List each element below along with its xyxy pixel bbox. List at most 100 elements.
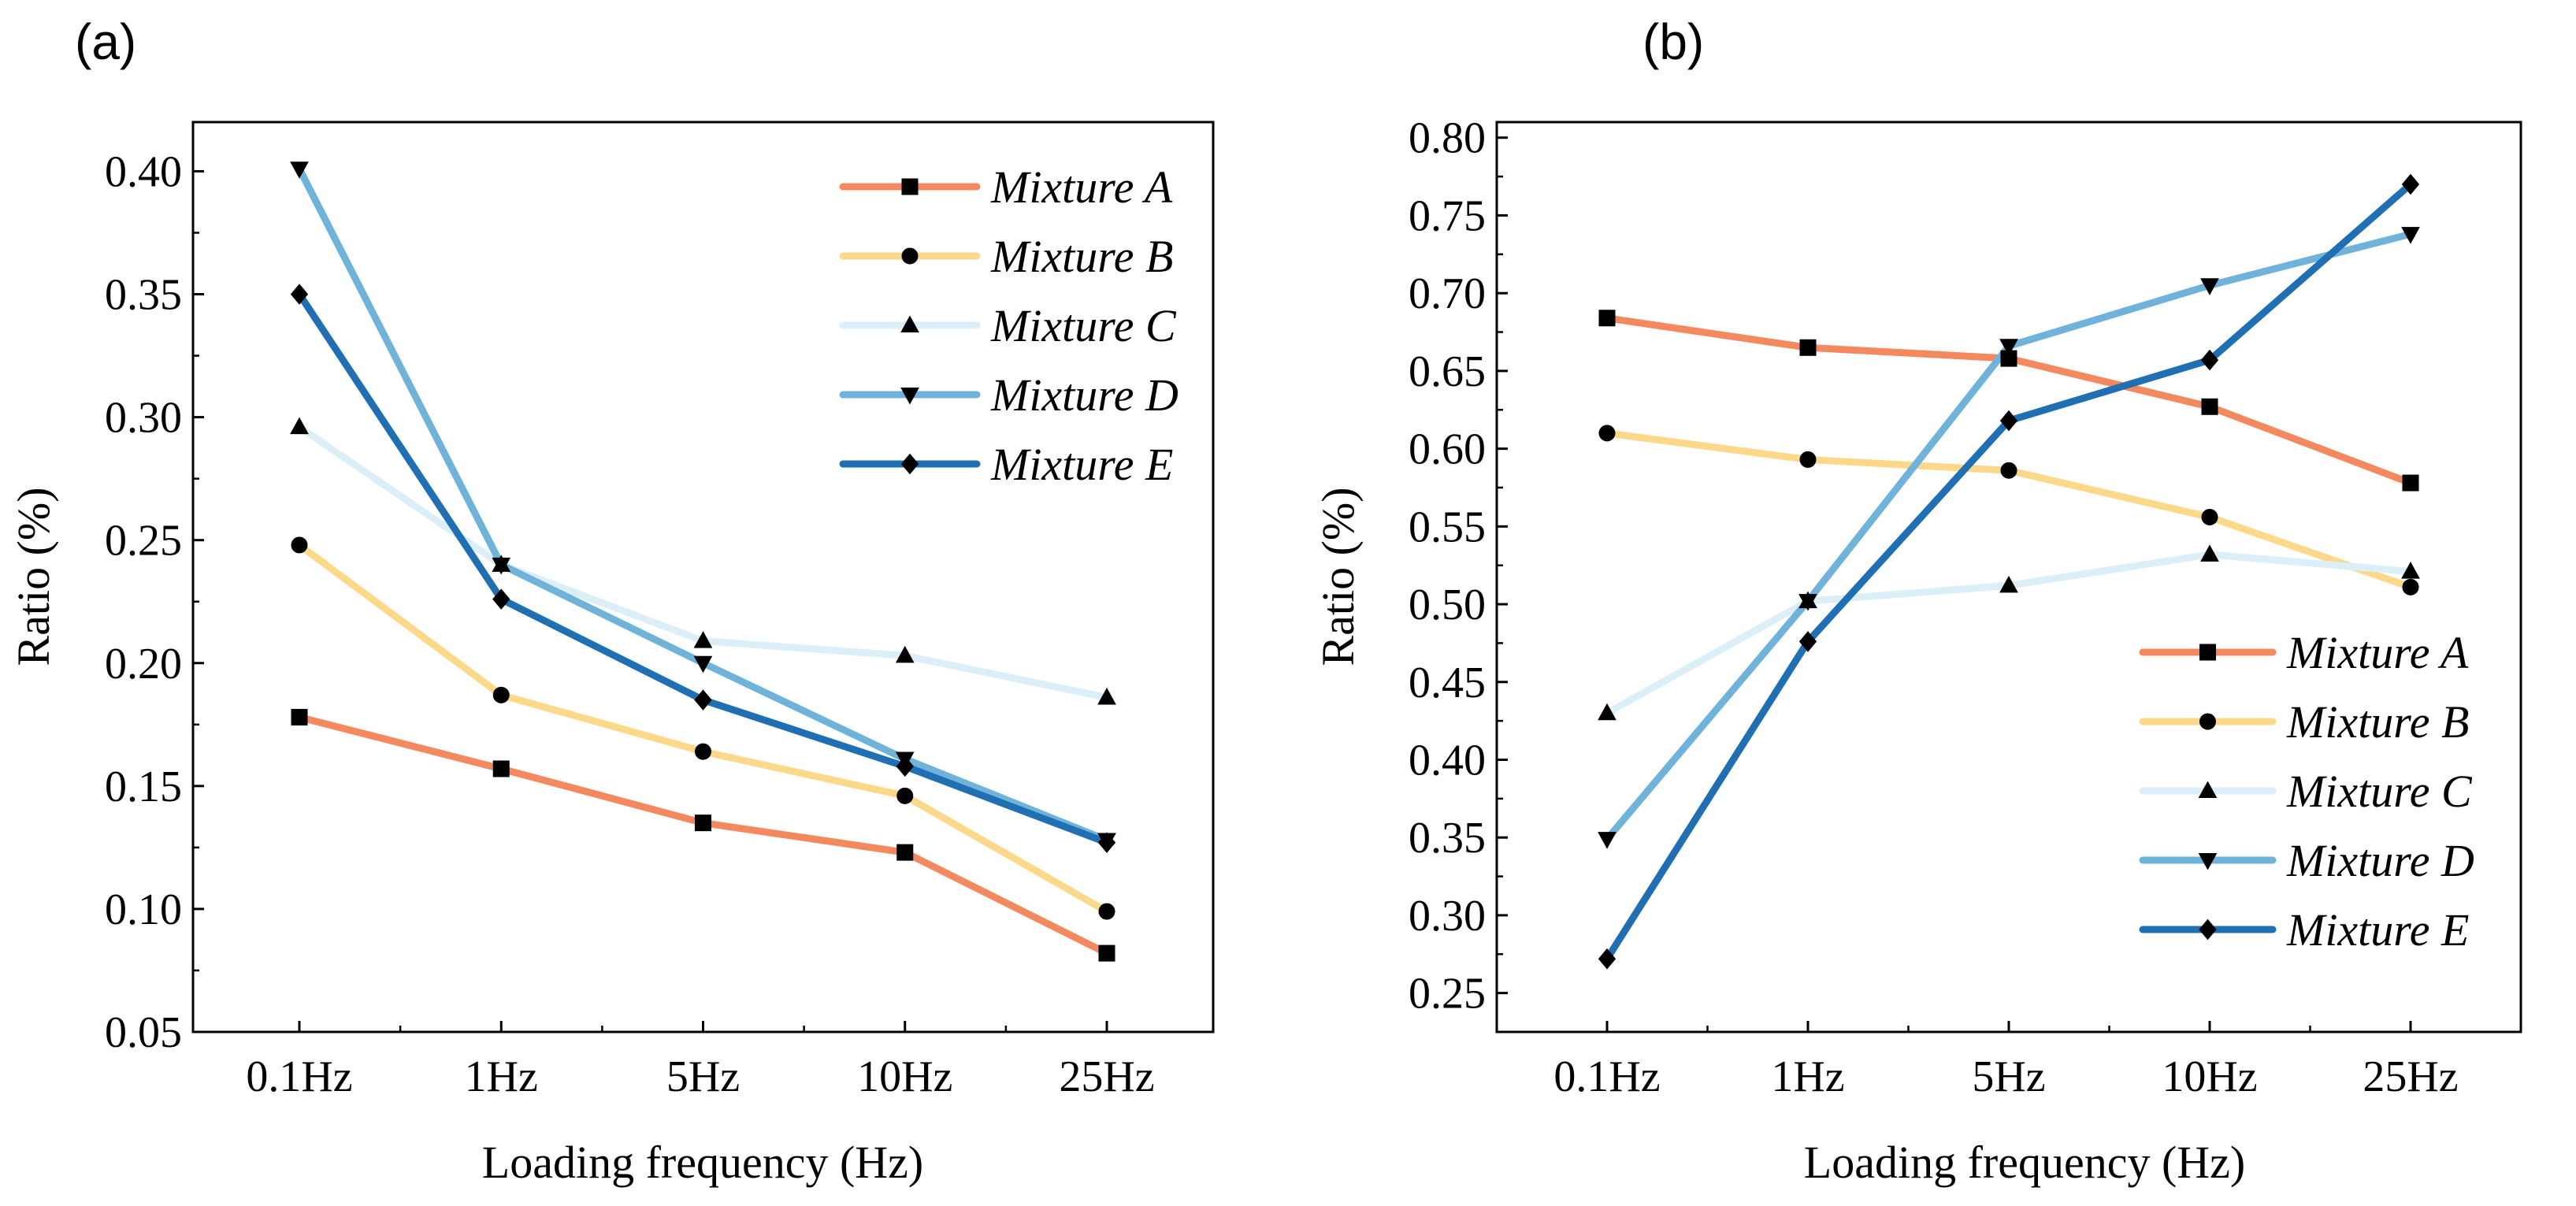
- panel-a-legend-item: Mixture A: [839, 161, 1173, 213]
- panel-a-x-tick-label: 25Hz: [1059, 1052, 1154, 1101]
- panel-a-legend-item: Mixture D: [839, 369, 1179, 421]
- panel-a-data-point-mixture-e: [1097, 832, 1116, 853]
- panel-b-x-axis-label: Loading frequency (Hz): [1804, 1137, 2245, 1188]
- panel-b-legend-marker: [2199, 644, 2216, 661]
- panel-a-x-tick-label: 5Hz: [666, 1052, 740, 1101]
- panel-b-legend-item: Mixture E: [2139, 904, 2469, 956]
- panel-b-data-point-mixture-d: [1999, 339, 2018, 356]
- panel-b-legend-label: Mixture B: [2286, 696, 2469, 748]
- panel-b-legend-item: Mixture A: [2139, 627, 2469, 678]
- panel-a-legend-label: Mixture A: [990, 161, 1173, 213]
- panel-b-legend-item: Mixture B: [2139, 696, 2469, 748]
- panel-a-data-point-mixture-b: [492, 686, 510, 703]
- panel-a-legend-marker: [900, 315, 919, 332]
- panel-a-label: (a): [75, 13, 136, 70]
- panel-b-legend-marker: [2198, 781, 2218, 798]
- panel-b-series-line-mixture-d: [1603, 230, 2415, 843]
- panel-b-y-tick-label: 0.70: [1409, 269, 1486, 318]
- panel-b-legend-marker: [2199, 713, 2216, 730]
- panel-a-data-point-mixture-a: [291, 708, 308, 725]
- panel-b-data-point-mixture-a: [2402, 474, 2419, 492]
- panel-b-data-point-mixture-e: [2200, 349, 2219, 371]
- panel-b-y-tick-label: 0.50: [1409, 581, 1486, 629]
- panel-a-data-point-mixture-e: [694, 689, 712, 711]
- panel-a-data-point-mixture-c: [693, 631, 713, 648]
- panel-b-data-point-mixture-e: [1999, 410, 2018, 432]
- panel-b-chart: (b) 0.25 0.30 0.35 0.40 0.45 0.50 0.55 0.60 0.65…: [1312, 13, 2522, 1188]
- panel-a-x-axis-label: Loading frequency (Hz): [482, 1137, 923, 1188]
- panel-a-legend-marker: [901, 247, 919, 265]
- panel-a-legend-label: Mixture C: [990, 300, 1177, 351]
- panel-a-chart: (a) 0.05 0.10 0.15 0.20 0.25 0.30 0.35 0.40 0.1H…: [8, 13, 1215, 1188]
- panel-b-x-tick-label: 10Hz: [2162, 1052, 2257, 1101]
- panel-b-y-tick-label: 0.25: [1409, 970, 1486, 1019]
- panel-b-data-point-mixture-e: [2401, 173, 2420, 195]
- panel-b-x-tick-label: 1Hz: [1771, 1052, 1844, 1101]
- panel-b-data-point-mixture-d: [2200, 278, 2219, 295]
- panel-a-data-point-mixture-b: [695, 743, 711, 760]
- panel-b-label: (b): [1642, 13, 1704, 70]
- panel-b-legend-item: Mixture C: [2139, 766, 2473, 817]
- panel-b-x-tick-label: 0.1Hz: [1553, 1052, 1660, 1101]
- panel-b-data-point-mixture-c: [1999, 575, 2018, 593]
- panel-a-series-line-mixture-e: [295, 291, 1111, 847]
- panel-a-y-tick-label: 0.40: [105, 147, 182, 196]
- panel-a-data-point-mixture-c: [895, 645, 915, 663]
- panel-b-data-point-mixture-b: [2402, 578, 2419, 596]
- panel-a-y-tick-label: 0.10: [105, 885, 182, 934]
- panel-a-data-point-mixture-a: [896, 844, 914, 861]
- panel-a-series-line-mixture-d: [295, 165, 1111, 844]
- panel-a-y-tick-label: 0.20: [105, 640, 182, 688]
- panel-b-data-point-mixture-b: [2000, 462, 2017, 479]
- panel-b-y-tick-label: 0.40: [1409, 736, 1486, 785]
- panel-a-y-tick-label: 0.30: [105, 394, 182, 443]
- panel-b-legend-marker: [2198, 853, 2218, 870]
- panel-a-series-line-mixture-b: [295, 541, 1111, 915]
- panel-a-data-point-mixture-b: [896, 787, 914, 804]
- panel-b-series: [1598, 173, 2420, 970]
- panel-a-legend-item: Mixture C: [839, 300, 1177, 351]
- panel-b-data-point-mixture-d: [1598, 832, 1616, 849]
- panel-a-y-axis-label: Ratio (%): [8, 487, 59, 666]
- panel-a-legend-label: Mixture B: [990, 231, 1173, 282]
- panel-a-x-tick-label: 10Hz: [857, 1052, 952, 1101]
- panel-b-data-point-mixture-a: [1598, 310, 1616, 327]
- panel-b-data-point-mixture-b: [2201, 508, 2218, 525]
- panel-b-y-tick-label: 0.60: [1409, 425, 1486, 474]
- panel-b-legend-label: Mixture C: [2286, 766, 2473, 817]
- panel-a-data-point-mixture-c: [1097, 687, 1116, 705]
- panel-a-x-tick-label: 0.1Hz: [246, 1052, 352, 1101]
- panel-b-data-point-mixture-d: [1798, 594, 1817, 611]
- panel-a-legend-label: Mixture E: [990, 439, 1173, 490]
- panel-b-y-axis-label: Ratio (%): [1312, 487, 1364, 666]
- panel-b-data-point-mixture-e: [1598, 948, 1616, 970]
- panel-b-data-point-mixture-c: [2401, 562, 2420, 579]
- panel-b-ticks: 0.25 0.30 0.35 0.40 0.45 0.50 0.55 0.60 0.65 0.70…: [1409, 114, 2459, 1101]
- panel-a-data-point-mixture-d: [492, 557, 511, 575]
- panel-b-y-tick-label: 0.75: [1409, 191, 1486, 240]
- panel-a-data-point-mixture-d: [290, 161, 309, 179]
- panel-a-y-tick-label: 0.05: [105, 1008, 182, 1057]
- panel-b-data-point-mixture-d: [2401, 227, 2420, 244]
- panel-a-x-tick-label: 1Hz: [465, 1052, 538, 1101]
- panel-a-data-point-mixture-c: [290, 417, 309, 435]
- panel-b-legend-marker: [2199, 918, 2217, 941]
- panel-a-y-tick-label: 0.35: [105, 271, 182, 320]
- panel-a-data-point-mixture-a: [695, 815, 711, 832]
- panel-a-legend-marker: [900, 453, 919, 475]
- panel-a-y-tick-label: 0.25: [105, 517, 182, 566]
- panel-a-data-point-mixture-b: [1098, 903, 1115, 920]
- panel-a-legend-marker: [900, 388, 919, 405]
- panel-a-data-point-mixture-e: [290, 284, 309, 305]
- panel-a-legend-label: Mixture D: [990, 369, 1179, 421]
- panel-b-legend-label: Mixture E: [2286, 904, 2469, 956]
- panel-b-x-tick-label: 25Hz: [2363, 1052, 2458, 1101]
- panel-a-data-point-mixture-e: [896, 755, 914, 777]
- panel-a-legend: Mixture A Mixture B Mixture C Mixture D Mixt…: [839, 161, 1179, 490]
- panel-a-legend-item: Mixture B: [839, 231, 1173, 282]
- panel-a-data-point-mixture-d: [693, 655, 713, 674]
- panel-a-series: [290, 161, 1116, 962]
- panel-b-y-tick-label: 0.35: [1409, 814, 1486, 863]
- panel-b-data-point-mixture-a: [1799, 339, 1817, 356]
